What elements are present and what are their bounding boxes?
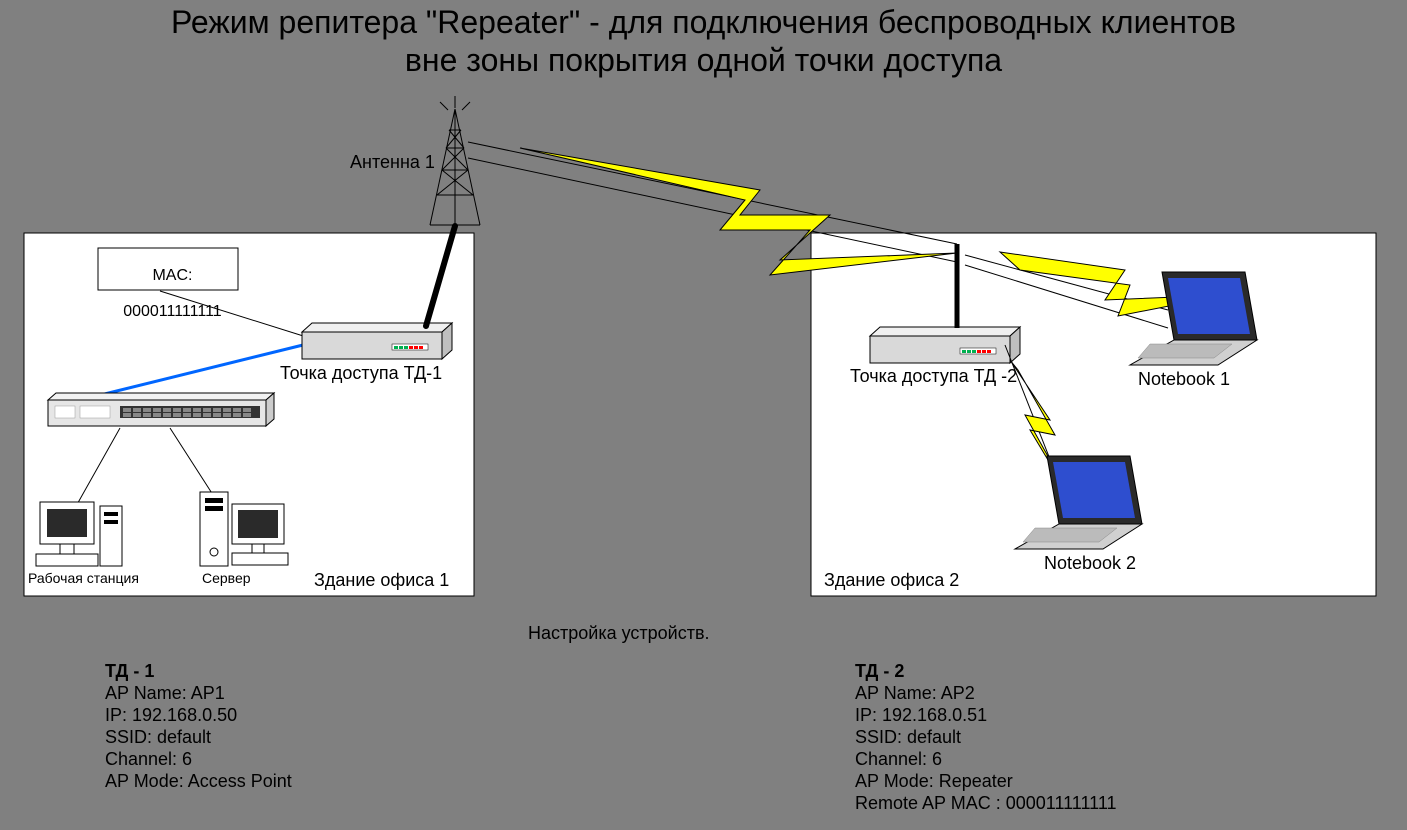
config-ap1-title: ТД - 1: [105, 661, 154, 681]
config-ap2-l1: IP: 192.168.0.51: [855, 705, 987, 725]
settings-header: Настройка устройств.: [528, 623, 710, 644]
wireless-link-lightning: [520, 148, 957, 275]
workstation-label: Рабочая станция: [28, 570, 139, 586]
config-ap2-l5: Remote AP MAC : 000011111111: [855, 793, 1117, 813]
config-ap1: ТД - 1 AP Name: AP1 IP: 192.168.0.50 SSI…: [105, 660, 292, 792]
building2-label: Здание офиса 2: [824, 570, 959, 591]
ap2-label: Точка доступа ТД -2: [850, 366, 1017, 387]
config-ap1-l2: SSID: default: [105, 727, 211, 747]
mac-callout-text: MAC: 000011111111: [100, 249, 236, 321]
config-ap2-l3: Channel: 6: [855, 749, 942, 769]
switch-icon: [48, 393, 274, 426]
config-ap1-l0: AP Name: AP1: [105, 683, 225, 703]
config-ap1-l1: IP: 192.168.0.50: [105, 705, 237, 725]
workstation-icon: [36, 502, 122, 566]
config-ap2: ТД - 2 AP Name: AP2 IP: 192.168.0.51 SSI…: [855, 660, 1117, 814]
config-ap2-l0: AP Name: AP2: [855, 683, 975, 703]
config-ap1-l4: AP Mode: Access Point: [105, 771, 292, 791]
notebook2-label: Notebook 2: [1044, 553, 1136, 574]
antenna-label: Антенна 1: [350, 152, 435, 173]
ap1-label: Точка доступа ТД-1: [280, 363, 442, 384]
config-ap2-l2: SSID: default: [855, 727, 961, 747]
antenna-tower-icon: [430, 96, 480, 225]
building1-label: Здание офиса 1: [314, 570, 449, 591]
config-ap2-l4: AP Mode: Repeater: [855, 771, 1013, 791]
config-ap1-l3: Channel: 6: [105, 749, 192, 769]
notebook1-label: Notebook 1: [1138, 369, 1230, 390]
config-ap2-title: ТД - 2: [855, 661, 904, 681]
server-label: Сервер: [202, 570, 251, 586]
